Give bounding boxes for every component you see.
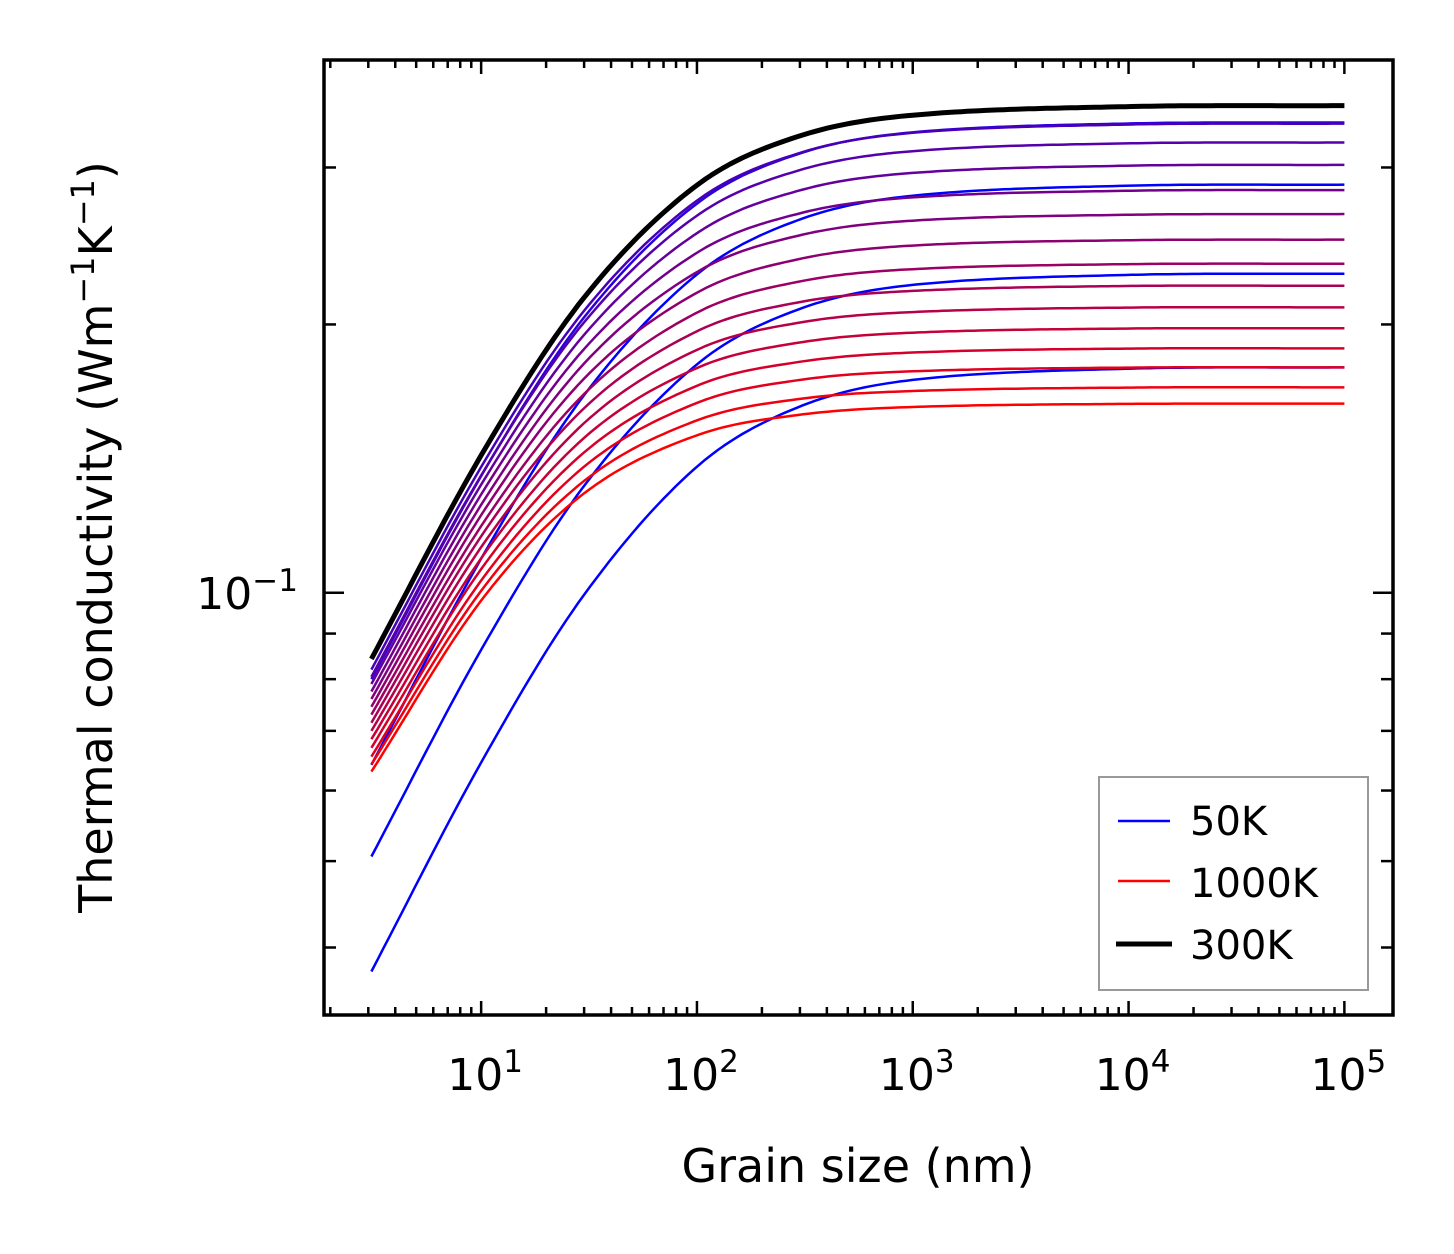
series-line-grad-10 [370, 326, 1345, 740]
legend-label-50k: 50K [1190, 799, 1269, 845]
legend-box [1098, 776, 1369, 991]
y-axis-label-main: Thermal conductivity (Wm [69, 304, 123, 914]
x-tick-label: 102 [663, 1044, 739, 1101]
x-tick-label: 105 [1311, 1044, 1387, 1101]
series-line-grad-8 [370, 284, 1345, 724]
series-line-1000k [370, 402, 1345, 773]
y-tick-label: 10−1 [196, 563, 298, 620]
y-axis-label-close: ) [69, 161, 123, 179]
y-axis-label-exp1: −1 [64, 256, 102, 303]
y-axis-label-k: K [69, 224, 123, 256]
x-axis-label: Grain size (nm) [682, 1139, 1035, 1193]
series-line-blue-4 [370, 121, 1345, 680]
x-tick-labels: 101 102 103 104 105 [447, 1044, 1386, 1101]
legend: 50K 1000K 300K [1098, 776, 1369, 991]
y-axis-label: Thermal conductivity (Wm−1K−1) [64, 161, 123, 914]
series-line-300k [369, 103, 1345, 661]
series-line-blue-2 [370, 272, 1345, 858]
series-line-grad-9 [370, 305, 1345, 732]
series-line-grad-12 [370, 366, 1345, 758]
series-line-grad-3 [370, 163, 1345, 685]
series-line-grad-5 [370, 212, 1345, 700]
series-line-grad-1 [370, 122, 1345, 671]
legend-label-300k: 300K [1190, 923, 1294, 969]
y-tick-labels: 10−1 [196, 563, 298, 620]
series-line-grad-4 [370, 188, 1345, 693]
y-axis-label-exp2: −1 [64, 179, 102, 226]
series-line-grad-13 [370, 386, 1345, 765]
x-tick-label: 103 [879, 1044, 955, 1101]
x-tick-label: 104 [1095, 1044, 1171, 1101]
plot-frame [322, 58, 1395, 1017]
series-line-grad-7 [370, 262, 1345, 716]
x-tick-label: 101 [447, 1044, 523, 1101]
series-line-grad-2 [370, 141, 1345, 678]
legend-label-1000k: 1000K [1190, 861, 1320, 907]
series-line-grad-11 [370, 347, 1345, 749]
series-line-grad-6 [370, 238, 1345, 708]
plot-curves [369, 103, 1345, 973]
